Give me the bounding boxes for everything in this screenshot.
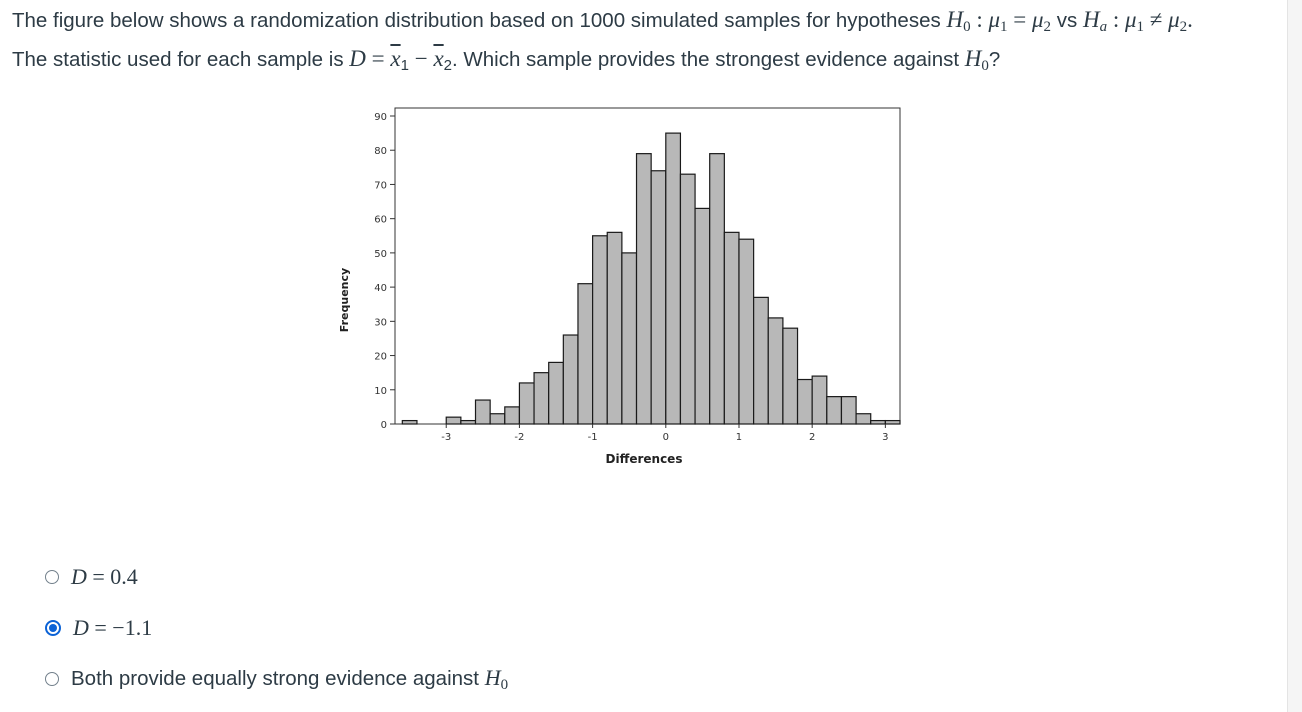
xbar2-symbol: x [433, 46, 444, 71]
histogram-bar [445, 416, 462, 425]
x-tick-label: -2 [514, 432, 524, 443]
option-d-minus-1-1[interactable]: D = −1.1 [45, 613, 152, 643]
histogram-bar [650, 170, 667, 425]
y-tick-label: 80 [374, 146, 387, 157]
histogram-bar [548, 361, 564, 425]
histogram-bar [562, 334, 579, 425]
histogram-bar [533, 372, 550, 425]
question-line-1: The figure below shows a randomization d… [12, 7, 1193, 35]
y-tick-label: 0 [381, 420, 387, 431]
mu2-symbol: μ2 [1031, 7, 1052, 35]
question-intro-text: The figure below shows a randomization d… [12, 9, 941, 32]
histogram-bar [606, 231, 623, 425]
question-prompt-text: . Which sample provides the strongest ev… [452, 48, 960, 71]
radio-button[interactable] [45, 570, 59, 584]
histogram-bar [782, 327, 799, 425]
histogram-bar [753, 296, 769, 425]
option-d-0-4[interactable]: D = 0.4 [45, 562, 138, 592]
histogram-bar [840, 396, 857, 425]
histogram-bar [504, 406, 521, 425]
question-line-2: The statistic used for each sample is D … [12, 46, 1001, 74]
statistic-text: The statistic used for each sample is [12, 48, 344, 71]
histogram-bar [709, 153, 725, 425]
x-tick-label: 3 [882, 432, 888, 443]
histogram-bar [577, 283, 594, 425]
histogram-bar [460, 419, 477, 425]
x-tick-label: -1 [588, 432, 598, 443]
histogram-bar [738, 238, 755, 425]
histogram-bar [855, 413, 872, 425]
histogram-bar [635, 153, 652, 425]
histogram-bar [518, 382, 535, 425]
x-tick-label: 1 [736, 432, 742, 443]
histogram-bar [826, 396, 843, 425]
histogram-bar [723, 231, 740, 425]
y-tick-label: 40 [374, 283, 387, 294]
histogram-bar [665, 132, 682, 425]
histogram-bar [811, 375, 828, 425]
x-axis-label: Differences [606, 452, 683, 466]
y-tick-label: 30 [374, 317, 387, 328]
radio-button[interactable] [45, 672, 59, 686]
histogram-bar [621, 252, 638, 425]
option-label: Both provide equally strong evidence aga… [71, 664, 509, 693]
y-tick-label: 60 [374, 215, 387, 226]
histogram-bar [592, 235, 608, 425]
histogram-bar [679, 173, 696, 425]
x-tick-label: -3 [441, 432, 451, 443]
xbar1-symbol: x [390, 46, 401, 71]
y-tick-label: 10 [374, 386, 387, 397]
option-label: D = −1.1 [73, 615, 153, 640]
x-tick-label: 2 [809, 432, 815, 443]
y-tick-label: 90 [374, 112, 387, 123]
x-tick-label: 0 [663, 432, 669, 443]
histogram-bar [474, 399, 491, 425]
y-tick-label: 50 [374, 249, 387, 260]
histogram-bar [694, 207, 711, 425]
histogram-bar [401, 419, 418, 425]
y-tick-label: 20 [374, 352, 387, 363]
question-text: The figure below shows a randomization d… [12, 4, 1282, 82]
option-label: D = 0.4 [71, 564, 138, 589]
mu1-symbol: μ1 [988, 7, 1008, 35]
y-axis-label: Frequency [338, 268, 351, 332]
scrollbar-track[interactable] [1287, 0, 1302, 712]
radio-button-selected[interactable] [45, 620, 61, 636]
histogram-bar [884, 419, 901, 425]
y-tick-label: 70 [374, 180, 387, 191]
histogram-bar [796, 378, 813, 425]
h0-symbol: H0 [946, 7, 971, 35]
histogram-bar [870, 419, 886, 425]
histogram-bar [489, 413, 506, 425]
histogram-bar [767, 317, 784, 425]
ha-symbol: Ha [1082, 7, 1108, 35]
d-symbol: D [349, 46, 366, 71]
h0-symbol-2: H0 [964, 46, 989, 74]
option-both-equal[interactable]: Both provide equally strong evidence aga… [45, 664, 508, 694]
randomization-histogram: 0 10 20 30 40 50 60 70 80 90 -3 -2 -1 0 1 2 3 Frequency … [330, 100, 910, 480]
